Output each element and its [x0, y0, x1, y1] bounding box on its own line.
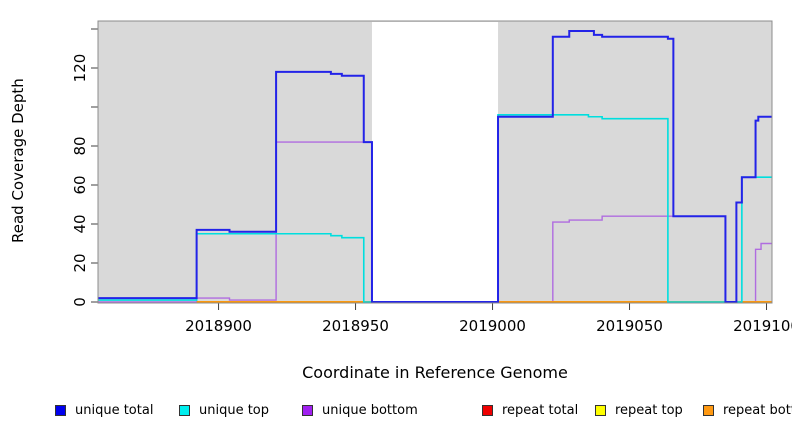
y-tick-label: 20 [71, 253, 89, 272]
x-tick-label: 2019000 [459, 317, 526, 335]
y-tick-label: 0 [71, 297, 89, 307]
x-axis-title: Coordinate in Reference Genome [302, 363, 568, 382]
coverage-chart: 0 20 40 60 80 120 2018900 2018950 2019000 2019050… [71, 20, 792, 335]
legend-item-unique-total: unique total [55, 401, 153, 419]
legend-label: unique bottom [322, 402, 418, 418]
y-axis-title: Read Coverage Depth [9, 78, 27, 243]
legend-item-repeat-top: repeat top [595, 401, 683, 419]
y-tick-label: 60 [71, 175, 89, 194]
legend: unique total unique top unique bottom repea… [0, 401, 792, 423]
x-tick-label: 2019100 [733, 317, 792, 335]
legend-label: repeat bottom [723, 402, 792, 418]
legend-label: unique total [75, 402, 154, 418]
legend-swatch-icon [595, 404, 606, 416]
x-tick-label: 2018900 [185, 317, 252, 335]
legend-swatch-icon [703, 404, 714, 416]
series-line-unique-total [98, 29, 772, 303]
y-tick-label: 120 [71, 54, 89, 83]
legend-item-unique-bottom: unique bottom [302, 401, 418, 419]
x-tick-label: 2018950 [322, 317, 389, 335]
y-tick-label: 40 [71, 214, 89, 233]
legend-label: repeat total [502, 402, 579, 418]
plot-border [97, 20, 773, 304]
legend-swatch-icon [302, 404, 313, 416]
x-tick-label: 2019050 [596, 317, 663, 335]
legend-swatch-icon [482, 404, 493, 416]
uncovered-region [371, 22, 499, 302]
legend-item-unique-top: unique top [179, 401, 269, 419]
series-line-unique-bottom [98, 141, 772, 303]
legend-item-repeat-bottom: repeat bottom [703, 401, 792, 419]
legend-swatch-icon [179, 404, 190, 416]
legend-label: unique top [199, 402, 270, 418]
legend-label: repeat top [615, 402, 683, 418]
y-tick-label: 80 [71, 136, 89, 155]
legend-item-repeat-total: repeat total [482, 401, 578, 419]
legend-swatch-icon [55, 404, 66, 416]
